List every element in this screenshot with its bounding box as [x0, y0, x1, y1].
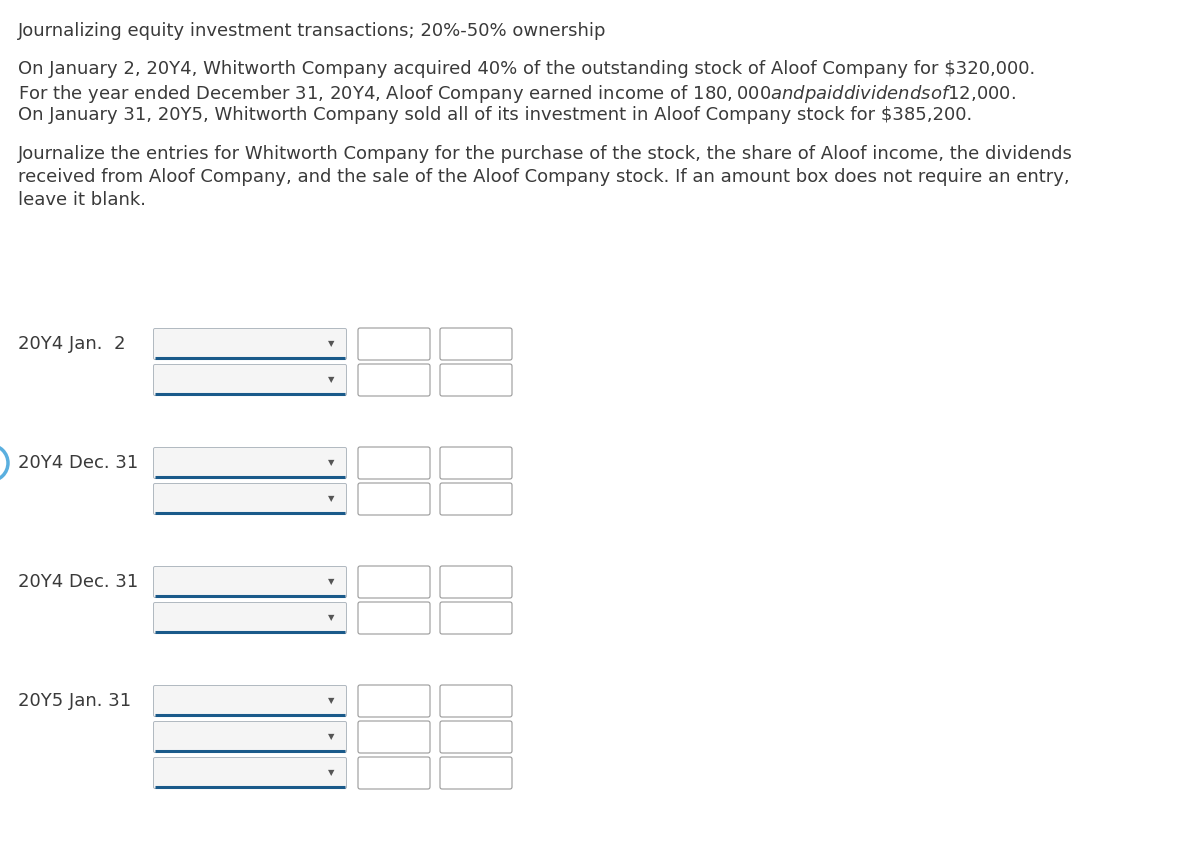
FancyBboxPatch shape — [358, 721, 430, 753]
Text: 20Y4 Dec. 31: 20Y4 Dec. 31 — [18, 573, 138, 591]
Text: ▼: ▼ — [328, 339, 335, 349]
Text: 20Y5 Jan. 31: 20Y5 Jan. 31 — [18, 692, 131, 710]
Text: ▼: ▼ — [328, 578, 335, 586]
FancyBboxPatch shape — [358, 483, 430, 515]
FancyBboxPatch shape — [154, 603, 347, 634]
FancyBboxPatch shape — [440, 757, 512, 789]
FancyBboxPatch shape — [154, 722, 347, 753]
Text: ▼: ▼ — [328, 697, 335, 705]
FancyBboxPatch shape — [358, 757, 430, 789]
Text: ▼: ▼ — [328, 769, 335, 777]
Text: received from Aloof Company, and the sale of the Aloof Company stock. If an amou: received from Aloof Company, and the sal… — [18, 168, 1069, 186]
FancyBboxPatch shape — [358, 364, 430, 396]
Text: ▼: ▼ — [328, 375, 335, 385]
FancyBboxPatch shape — [440, 566, 512, 598]
FancyBboxPatch shape — [154, 329, 347, 360]
Text: ▼: ▼ — [328, 494, 335, 504]
FancyBboxPatch shape — [440, 483, 512, 515]
Text: On January 31, 20Y5, Whitworth Company sold all of its investment in Aloof Compa: On January 31, 20Y5, Whitworth Company s… — [18, 106, 972, 124]
FancyBboxPatch shape — [358, 685, 430, 717]
Text: For the year ended December 31, 20Y4, Aloof Company earned income of $180,000 an: For the year ended December 31, 20Y4, Al… — [18, 83, 1016, 105]
Text: ▼: ▼ — [328, 614, 335, 623]
FancyBboxPatch shape — [440, 602, 512, 634]
Text: ▼: ▼ — [328, 459, 335, 468]
FancyBboxPatch shape — [440, 721, 512, 753]
FancyBboxPatch shape — [154, 484, 347, 515]
FancyBboxPatch shape — [440, 364, 512, 396]
Text: ▼: ▼ — [328, 733, 335, 741]
FancyBboxPatch shape — [358, 447, 430, 479]
FancyBboxPatch shape — [440, 685, 512, 717]
FancyBboxPatch shape — [154, 758, 347, 789]
FancyBboxPatch shape — [358, 328, 430, 360]
Text: On January 2, 20Y4, Whitworth Company acquired 40% of the outstanding stock of A: On January 2, 20Y4, Whitworth Company ac… — [18, 60, 1036, 78]
FancyBboxPatch shape — [154, 364, 347, 395]
Text: Journalizing equity investment transactions; 20%-50% ownership: Journalizing equity investment transacti… — [18, 22, 606, 40]
Text: leave it blank.: leave it blank. — [18, 191, 146, 209]
Text: 20Y4 Dec. 31: 20Y4 Dec. 31 — [18, 454, 138, 472]
Text: 20Y4 Jan.  2: 20Y4 Jan. 2 — [18, 335, 126, 353]
Text: Journalize the entries for Whitworth Company for the purchase of the stock, the : Journalize the entries for Whitworth Com… — [18, 145, 1073, 163]
FancyBboxPatch shape — [358, 602, 430, 634]
FancyBboxPatch shape — [440, 328, 512, 360]
FancyBboxPatch shape — [440, 447, 512, 479]
FancyBboxPatch shape — [154, 567, 347, 598]
FancyBboxPatch shape — [154, 685, 347, 716]
FancyBboxPatch shape — [358, 566, 430, 598]
FancyBboxPatch shape — [154, 448, 347, 479]
